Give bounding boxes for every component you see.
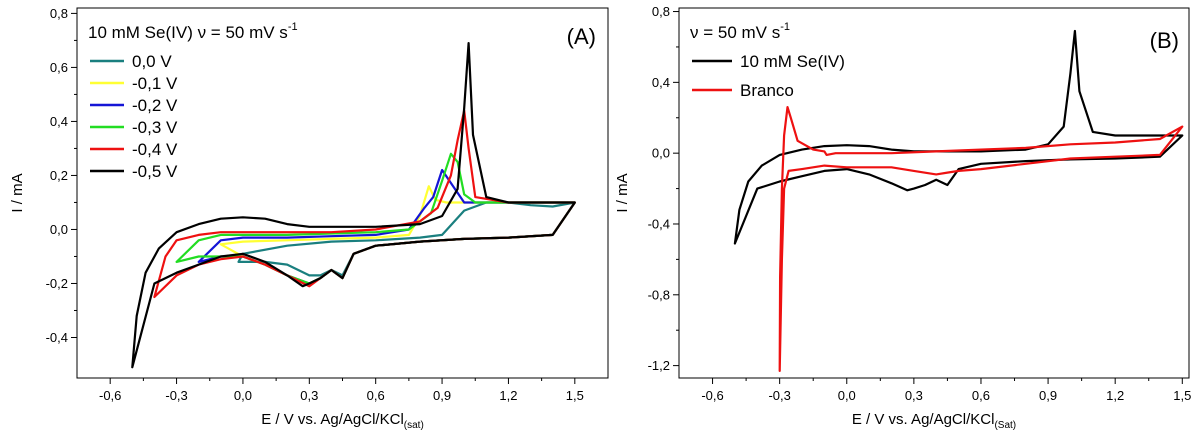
x-tick-label: 1,5 (1173, 388, 1191, 403)
y-tick-label: 0,4 (652, 75, 670, 90)
legend-title: ν = 50 mV s-1 (690, 21, 790, 42)
chart-panel-a: -0,6 -0,3 0,0 0,3 0,6 0,9 1,2 1,5 -0,4 -0,2 0,0 0,2… (9, 6, 609, 431)
legend-label-a-2: -0,2 V (132, 96, 178, 115)
x-tick-label: -0,3 (768, 388, 790, 403)
x-tick-label: -0,6 (99, 388, 121, 403)
legend-label-a-4: -0,4 V (132, 140, 178, 159)
panel-label: (A) (567, 24, 596, 49)
x-tick-label: 0,3 (300, 388, 318, 403)
legend-label-b-1: Branco (740, 81, 794, 100)
y-tick-label: -0,4 (648, 216, 670, 231)
x-tick-label: 0,9 (1039, 388, 1057, 403)
x-tick-label: 0,0 (234, 388, 252, 403)
series-line-a-0 (237, 201, 576, 277)
y-tick-label: 0,8 (652, 4, 670, 19)
x-tick-label: 0,0 (838, 388, 856, 403)
y-tick-label: 0,8 (50, 6, 68, 21)
legend-label-a-5: -0,5 V (132, 162, 178, 181)
x-tick-label: 1,5 (566, 388, 584, 403)
y-tick-label: -0,8 (648, 287, 670, 302)
series-line-b-0 (733, 29, 1184, 245)
y-axis-title: I / mA (614, 173, 631, 212)
x-tick-label: -0,6 (701, 388, 723, 403)
legend-label-b-0: 10 mM Se(IV) (740, 52, 845, 71)
y-tick-label: -0,2 (46, 276, 68, 291)
y-tick-label: 0,0 (652, 146, 670, 161)
x-tick-label: 0,6 (367, 388, 385, 403)
y-tick-label: 0,0 (50, 222, 68, 237)
x-tick-label: -0,3 (165, 388, 187, 403)
legend-label-a-3: -0,3 V (132, 118, 178, 137)
x-tick-label: 0,3 (905, 388, 923, 403)
x-axis-title: E / V vs. Ag/AgCl/KCl(Sat) (852, 411, 1016, 431)
y-tick-label: -0,4 (46, 330, 68, 345)
x-tick-label: 0,6 (972, 388, 990, 403)
chart-panel-b: -0,6 -0,3 0,0 0,3 0,6 0,9 1,2 1,5 -1,2 -0,8 -0,4 0,… (614, 4, 1191, 431)
y-axis-title: I / mA (9, 173, 26, 212)
legend-label-a-1: -0,1 V (132, 74, 178, 93)
y-tick-label: 0,6 (50, 60, 68, 75)
legend-label-a-0: 0,0 V (132, 52, 172, 71)
y-tick-label: 0,4 (50, 114, 68, 129)
legend-title: 10 mM Se(IV) ν = 50 mV s-1 (88, 21, 298, 42)
x-tick-label: 1,2 (1106, 388, 1124, 403)
y-tick-label: 0,2 (50, 168, 68, 183)
plot-frame (678, 7, 1190, 379)
y-tick-label: -1,2 (648, 358, 670, 373)
x-tick-label: 0,9 (433, 388, 451, 403)
series-line-a-5 (131, 42, 576, 369)
panel-label: (B) (1150, 28, 1179, 53)
x-axis-title: E / V vs. Ag/AgCl/KCl(sat) (261, 411, 424, 431)
x-tick-label: 1,2 (499, 388, 517, 403)
series-line-b-1 (778, 106, 1184, 372)
